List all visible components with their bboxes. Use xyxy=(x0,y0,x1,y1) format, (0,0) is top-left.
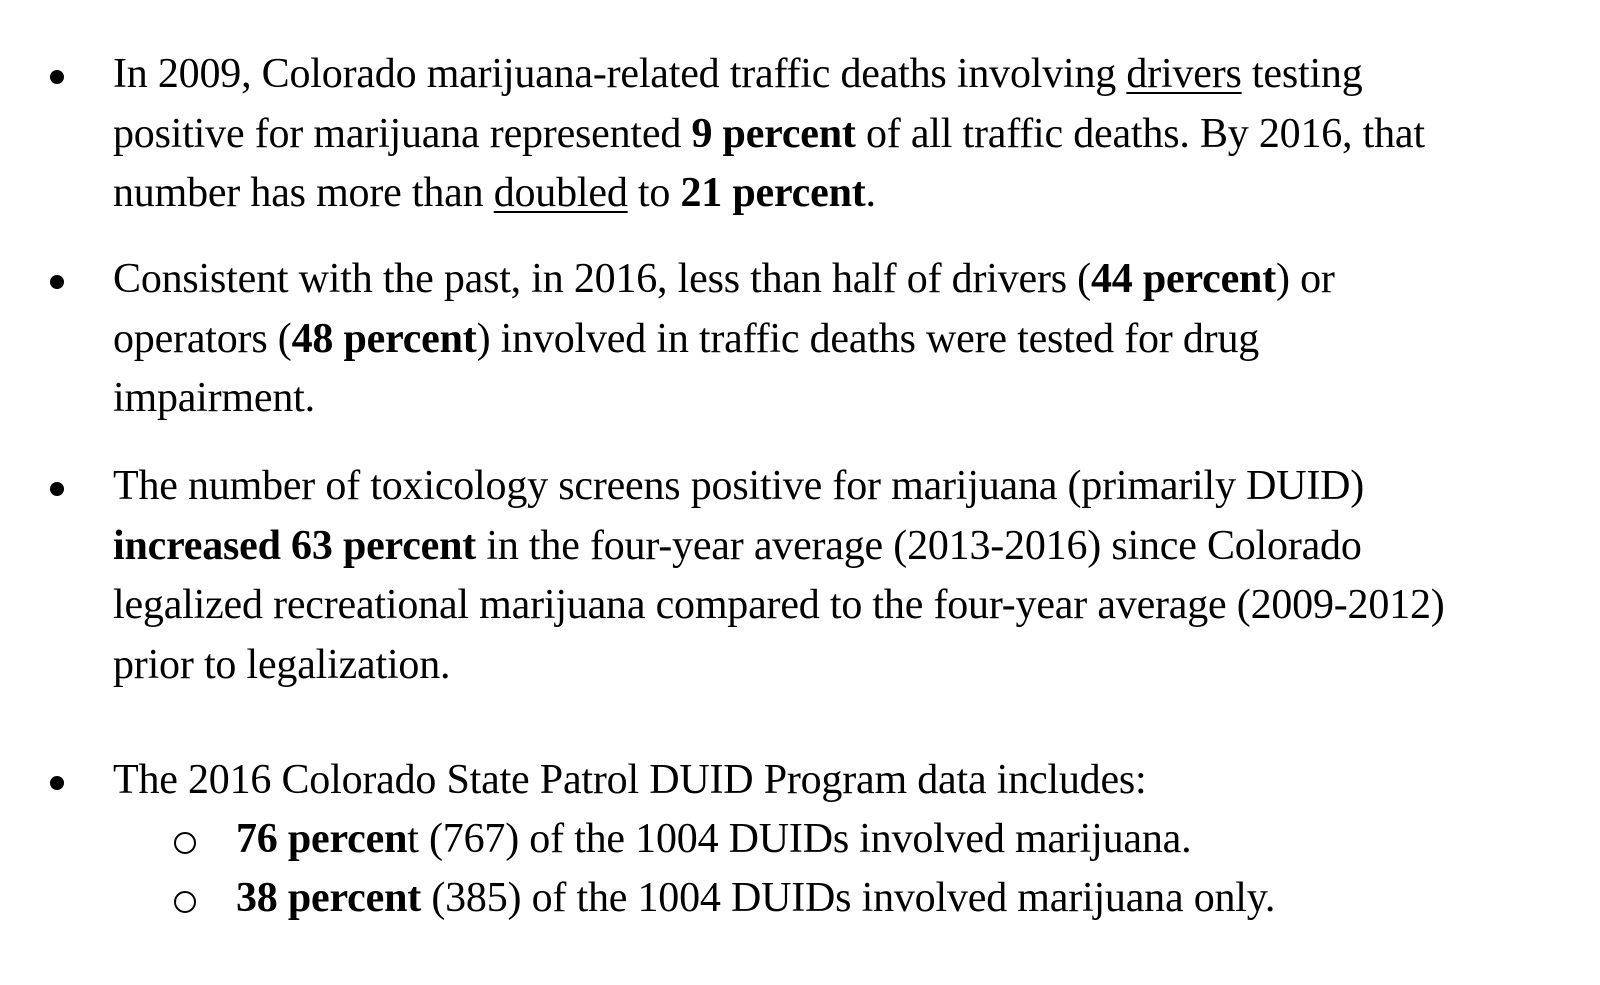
sub-bullet-marker xyxy=(174,891,196,913)
sub-bullet-marker xyxy=(174,832,196,854)
bold-text: 9 percent xyxy=(691,111,856,157)
sub-list-item: 76 percent (767) of the 1004 DUIDs invol… xyxy=(236,815,1192,863)
text-run: operators ( xyxy=(113,316,292,362)
paragraph-line: operators (48 percent) involved in traff… xyxy=(113,315,1259,363)
text-run: Consistent with the past, in 2016, less … xyxy=(113,256,1091,302)
text-run: The number of toxicology screens positiv… xyxy=(113,463,1365,509)
text-run: to xyxy=(627,170,681,216)
sub-list-item: 38 percent (385) of the 1004 DUIDs invol… xyxy=(236,874,1275,922)
paragraph-line: In 2009, Colorado marijuana-related traf… xyxy=(113,50,1363,98)
text-run: positive for marijuana represented xyxy=(113,111,692,157)
text-run: impairment. xyxy=(113,375,315,421)
bullet-marker xyxy=(50,772,72,794)
bold-text: 21 percent xyxy=(680,170,866,216)
underlined-text: doubled xyxy=(493,170,628,216)
text-run: . xyxy=(865,170,877,216)
text-run: In 2009, Colorado marijuana-related traf… xyxy=(113,51,1127,97)
text-run: testing xyxy=(1241,51,1363,97)
text-run: t (767) of the 1004 DUIDs involved marij… xyxy=(407,816,1192,862)
bullet-marker xyxy=(50,271,72,293)
bold-text: 44 percent xyxy=(1090,256,1276,302)
text-run: legalized recreational marijuana compare… xyxy=(113,582,1445,628)
underlined-text: drivers xyxy=(1126,51,1242,97)
paragraph-line: increased 63 percent in the four-year av… xyxy=(113,522,1362,570)
text-run: number has more than xyxy=(113,170,494,216)
text-run: prior to legalization. xyxy=(113,642,451,688)
paragraph-line: The number of toxicology screens positiv… xyxy=(113,462,1364,510)
text-run: ) involved in traffic deaths were tested… xyxy=(476,316,1260,362)
text-run: The 2016 Colorado State Patrol DUID Prog… xyxy=(113,757,1147,803)
text-run: of all traffic deaths. By 2016, that xyxy=(855,111,1425,157)
paragraph-line: number has more than doubled to 21 perce… xyxy=(113,169,876,217)
text-run: in the four-year average (2013-2016) sin… xyxy=(476,523,1362,569)
text-run: (385) of the 1004 DUIDs involved marijua… xyxy=(421,875,1276,921)
paragraph-line: The 2016 Colorado State Patrol DUID Prog… xyxy=(113,756,1147,804)
paragraph-line: prior to legalization. xyxy=(113,641,451,689)
text-run: ) or xyxy=(1275,256,1335,302)
bold-text: 38 percent xyxy=(236,875,422,921)
bold-text: 48 percent xyxy=(291,316,477,362)
bold-text: increased 63 percent xyxy=(113,523,477,569)
paragraph-line: legalized recreational marijuana compare… xyxy=(113,581,1445,629)
bold-text: 76 percen xyxy=(236,816,408,862)
paragraph-line: Consistent with the past, in 2016, less … xyxy=(113,255,1335,303)
paragraph-line: positive for marijuana represented 9 per… xyxy=(113,110,1425,158)
paragraph-line: impairment. xyxy=(113,374,315,422)
bullet-marker xyxy=(50,478,72,500)
bullet-marker xyxy=(50,66,72,88)
